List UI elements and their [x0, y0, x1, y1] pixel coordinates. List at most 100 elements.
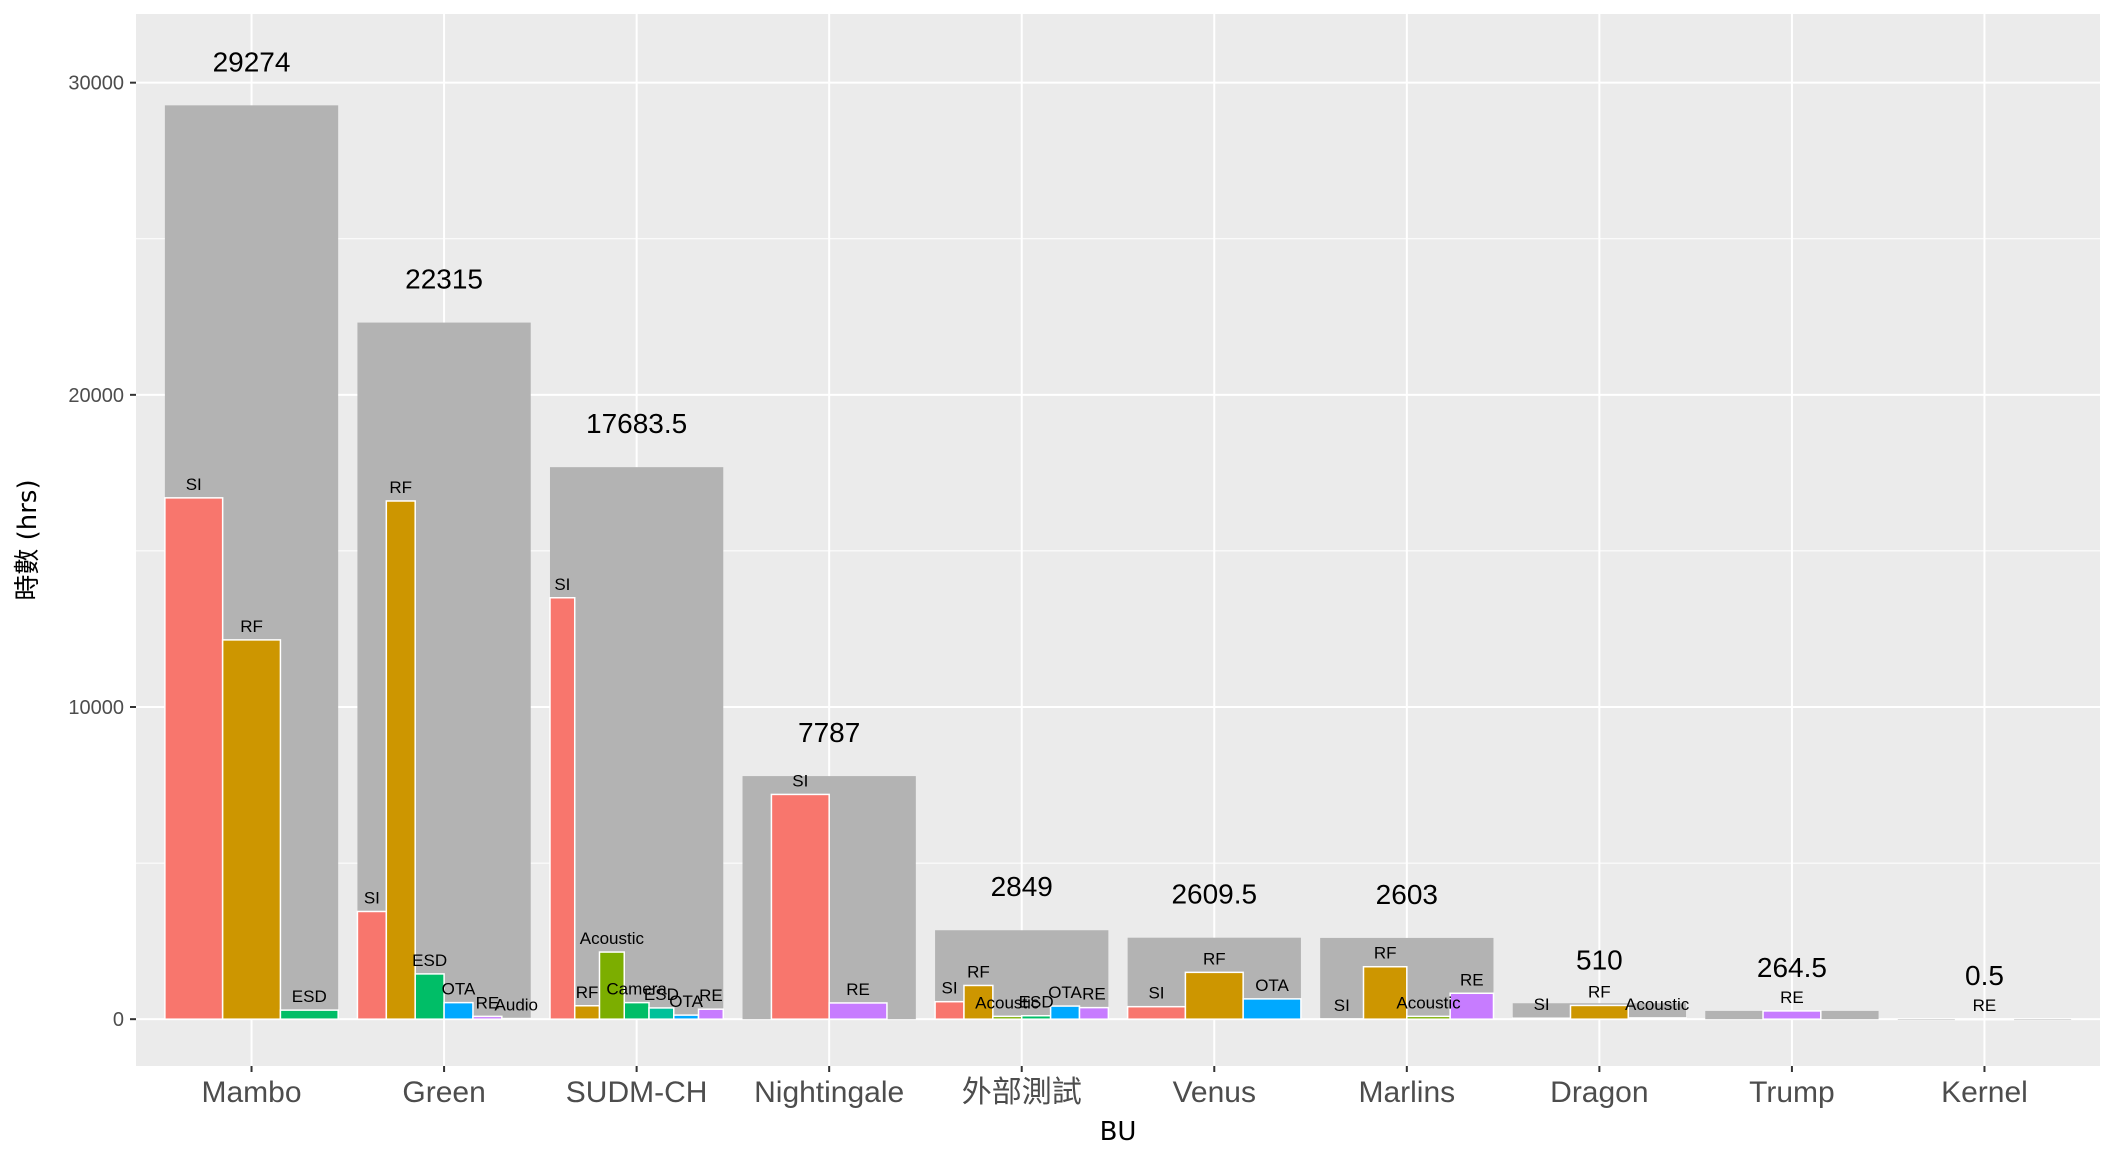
sub-bar: [1049, 1005, 1081, 1020]
sub-bar: [1569, 1004, 1630, 1020]
x-axis-title: BU: [1100, 1117, 1137, 1147]
sub-bar-label: OTA: [442, 980, 476, 999]
sub-bar-label: SI: [554, 575, 570, 594]
sub-bar: [963, 984, 994, 1020]
sub-bar: [472, 1015, 503, 1020]
sub-bar-label: RF: [389, 478, 412, 497]
y-tick-label: 20000: [68, 385, 124, 407]
sub-bar: [1242, 998, 1302, 1020]
y-axis: 0 10000 20000 30000: [68, 73, 136, 1031]
total-value-label: 264.5: [1757, 952, 1827, 983]
sub-bar-label: OTA: [669, 992, 703, 1011]
sub-bar: [1184, 971, 1244, 1020]
total-value-label: 2609.5: [1171, 879, 1257, 910]
bars-layer: [164, 105, 2072, 1021]
sub-bar-label: RF: [1203, 949, 1226, 968]
y-tick-label: 0: [113, 1009, 124, 1031]
sub-bar-label: RE: [1082, 985, 1106, 1004]
sub-bar-label: Acoustic: [975, 993, 1040, 1012]
x-tick-label: Mambo: [202, 1076, 302, 1109]
sub-bar: [1627, 1017, 1687, 1020]
sub-bar: [934, 1000, 965, 1020]
total-value-label: 17683.5: [586, 408, 687, 439]
sub-bar-label: RE: [1780, 988, 1804, 1007]
y-tick-label: 30000: [68, 73, 124, 95]
x-tick-label: 外部測試: [962, 1076, 1082, 1109]
sub-bar-label: RF: [1374, 944, 1397, 963]
sub-bar-label: ESD: [412, 951, 447, 970]
total-bar: [549, 467, 724, 1020]
sub-bar: [279, 1009, 339, 1020]
sub-bar-label: RE: [476, 993, 500, 1012]
sub-bar: [443, 1001, 474, 1020]
sub-bar: [828, 1002, 888, 1020]
sub-bar: [1362, 965, 1408, 1020]
sub-bar-label: ESD: [1019, 993, 1054, 1012]
sub-bar: [356, 910, 388, 1020]
sub-bar-label: Audio: [495, 996, 538, 1015]
sub-bar-label: OTA: [1048, 983, 1082, 1002]
sub-bar: [1762, 1010, 1822, 1020]
sub-bar: [1406, 1015, 1451, 1020]
sub-bar-label: ESD: [644, 985, 679, 1004]
sub-bar-label: RE: [846, 980, 870, 999]
sub-bar: [414, 973, 445, 1020]
sub-bar: [1449, 992, 1495, 1020]
sub-bar: [1020, 1014, 1052, 1020]
total-value-label: 2849: [991, 871, 1053, 902]
total-value-label: 7787: [798, 717, 860, 748]
sub-bar-label: RE: [699, 986, 723, 1005]
x-axis: Mambo Green SUDM-CH Nightingale 外部測試 Venus Mar…: [202, 1066, 2028, 1109]
sub-bar-label: RF: [967, 962, 990, 981]
x-tick-label: Venus: [1173, 1076, 1256, 1109]
y-tick-label: 10000: [68, 697, 124, 719]
total-value-label: 2603: [1376, 879, 1438, 910]
sub-bar: [549, 597, 576, 1020]
x-tick-label: SUDM-CH: [566, 1076, 708, 1109]
sub-bar: [164, 497, 224, 1020]
total-value-label: 0.5: [1965, 960, 2004, 991]
total-value-label: 29274: [213, 46, 291, 77]
sub-bar: [1511, 1017, 1572, 1020]
sub-bar-label: SI: [1334, 996, 1350, 1015]
x-tick-label: Trump: [1749, 1076, 1835, 1109]
total-value-label: 510: [1576, 944, 1623, 975]
sub-bar-label: RF: [576, 983, 599, 1002]
sub-bar: [385, 500, 416, 1020]
sub-bar: [648, 1007, 675, 1020]
sub-bar-label: Acoustic: [580, 929, 645, 948]
sub-bar: [673, 1014, 700, 1020]
sub-bar: [1126, 1005, 1187, 1020]
sub-bar-label: Camera: [606, 980, 667, 999]
sub-bar-label: RF: [1588, 982, 1611, 1001]
sub-bar: [992, 1015, 1023, 1020]
sub-bar-label: OTA: [1255, 976, 1289, 995]
sub-bar: [598, 951, 625, 1020]
sub-bar: [501, 1017, 532, 1020]
sub-bar-label: SI: [1148, 984, 1164, 1003]
sub-bar-label: ESD: [292, 987, 327, 1006]
total-value-label: 22315: [405, 264, 483, 295]
sub-bar-label: SI: [186, 475, 202, 494]
x-tick-label: Green: [402, 1076, 485, 1109]
sub-bar-label: RF: [240, 617, 263, 636]
sub-bar: [623, 1001, 650, 1020]
sub-bar: [697, 1008, 725, 1020]
sub-bar: [1319, 1018, 1365, 1021]
x-tick-label: Dragon: [1550, 1076, 1648, 1109]
sub-bar-label: Acoustic: [1625, 995, 1690, 1014]
sub-bar-label: RE: [1973, 996, 1997, 1015]
x-tick-label: Kernel: [1941, 1076, 2028, 1109]
sub-bar-label: SI: [1534, 995, 1550, 1014]
sub-bar-label: SI: [792, 771, 808, 790]
sub-bar: [1954, 1018, 2015, 1021]
sub-bar-label: Acoustic: [1396, 993, 1461, 1012]
sub-bar: [573, 1005, 601, 1020]
x-tick-label: Marlins: [1358, 1076, 1455, 1109]
sub-bar: [221, 639, 282, 1020]
sub-bar-label: SI: [941, 979, 957, 998]
sub-bar: [1078, 1006, 1110, 1020]
sub-bar-label: SI: [364, 888, 380, 907]
labels-layer: 29274SIRFESD22315SIRFESDOTAREAudio17683.…: [186, 46, 2004, 1015]
